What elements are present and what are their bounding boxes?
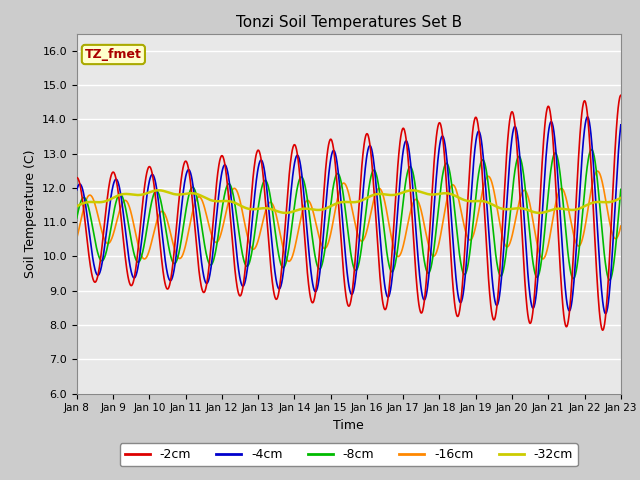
-2cm xyxy=(180,159,188,165)
-4cm xyxy=(602,311,609,316)
-2cm xyxy=(599,327,607,333)
-16cm xyxy=(73,235,81,241)
-2cm xyxy=(255,147,262,153)
-2cm xyxy=(617,93,625,98)
-2cm xyxy=(194,257,202,263)
-8cm xyxy=(255,202,262,208)
Title: Tonzi Soil Temperatures Set B: Tonzi Soil Temperatures Set B xyxy=(236,15,462,30)
-16cm xyxy=(194,194,202,200)
-4cm xyxy=(433,166,441,172)
-8cm xyxy=(180,216,188,222)
-4cm xyxy=(617,122,625,128)
-16cm xyxy=(255,236,262,242)
Y-axis label: Soil Temperature (C): Soil Temperature (C) xyxy=(24,149,36,278)
-8cm xyxy=(552,151,560,156)
Line: -32cm: -32cm xyxy=(77,190,621,213)
-32cm xyxy=(194,192,202,197)
Line: -4cm: -4cm xyxy=(77,117,621,313)
-32cm xyxy=(409,187,417,193)
-32cm xyxy=(553,206,561,212)
Line: -16cm: -16cm xyxy=(77,171,621,261)
Line: -2cm: -2cm xyxy=(77,96,621,330)
-4cm xyxy=(73,187,81,193)
-8cm xyxy=(588,147,596,153)
-32cm xyxy=(282,210,289,216)
X-axis label: Time: Time xyxy=(333,419,364,432)
-4cm xyxy=(504,179,512,185)
-32cm xyxy=(255,206,262,212)
-16cm xyxy=(617,223,625,229)
-32cm xyxy=(73,204,81,209)
-4cm xyxy=(180,180,188,186)
-2cm xyxy=(504,132,512,138)
Legend: -2cm, -4cm, -8cm, -16cm, -32cm: -2cm, -4cm, -8cm, -16cm, -32cm xyxy=(120,443,578,466)
-32cm xyxy=(505,206,513,212)
-4cm xyxy=(194,225,202,231)
-8cm xyxy=(605,277,613,283)
-8cm xyxy=(433,218,441,224)
-8cm xyxy=(617,187,625,192)
-16cm xyxy=(180,246,188,252)
-16cm xyxy=(553,197,561,203)
-4cm xyxy=(255,163,262,168)
-8cm xyxy=(194,199,202,204)
-2cm xyxy=(73,175,81,180)
-2cm xyxy=(552,190,560,196)
Line: -8cm: -8cm xyxy=(77,150,621,280)
-32cm xyxy=(180,191,188,197)
-4cm xyxy=(584,114,591,120)
Text: TZ_fmet: TZ_fmet xyxy=(85,48,142,61)
-16cm xyxy=(505,243,513,249)
-32cm xyxy=(434,191,442,197)
-2cm xyxy=(433,128,441,134)
-16cm xyxy=(434,246,442,252)
-32cm xyxy=(617,195,625,201)
-16cm xyxy=(593,168,601,174)
-8cm xyxy=(504,231,512,237)
-4cm xyxy=(552,151,560,157)
-16cm xyxy=(285,258,292,264)
-8cm xyxy=(73,215,81,221)
